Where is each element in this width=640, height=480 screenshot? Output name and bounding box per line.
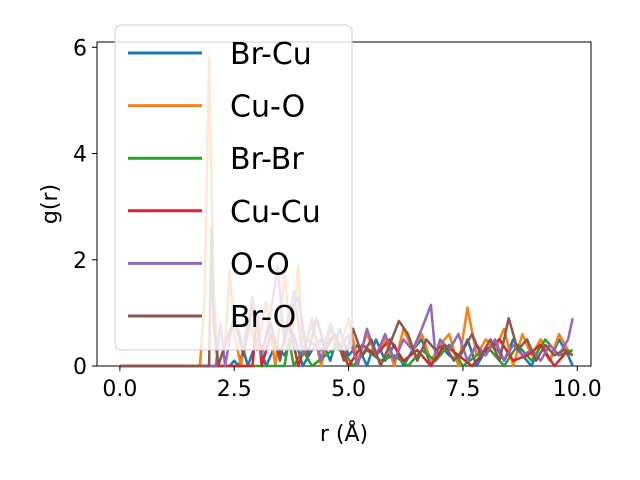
legend-label-br-cu: Br-Cu (230, 37, 312, 72)
x-tick-label: 7.5 (445, 377, 480, 402)
x-tick-label: 0.0 (102, 377, 137, 402)
x-tick-label: 2.5 (217, 377, 252, 402)
legend-label-cu-o: Cu-O (230, 90, 305, 125)
y-tick-label: 4 (73, 143, 87, 168)
x-tick-label: 10.0 (553, 377, 602, 402)
y-tick-label: 6 (73, 36, 87, 61)
legend-label-br-br: Br-Br (230, 142, 304, 177)
legend-label-o-o: O-O (230, 247, 290, 282)
legend-label-br-o: Br-O (230, 300, 296, 335)
y-axis-label: g(r) (38, 184, 63, 224)
legend-label-cu-cu: Cu-Cu (230, 195, 321, 230)
axes-layer: 0.0 2.5 5.0 7.5 10.0 0 2 4 6 (73, 36, 602, 402)
y-tick-label: 0 (73, 355, 87, 380)
y-tick-label: 2 (73, 249, 87, 274)
x-axis-label: r (Å) (320, 420, 368, 447)
x-tick-label: 5.0 (331, 377, 366, 402)
legend: Br-Cu Cu-O Br-Br Cu-Cu O-O Br-O (114, 24, 353, 351)
